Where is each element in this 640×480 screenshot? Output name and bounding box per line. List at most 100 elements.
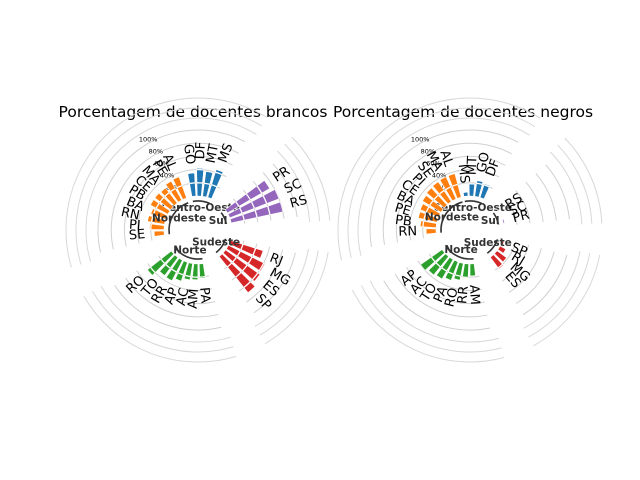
state-label: MS xyxy=(455,163,472,184)
outer-ring-arc xyxy=(369,280,500,343)
state-label: AM xyxy=(186,288,202,309)
state-label: GO xyxy=(180,143,197,165)
bar-pa xyxy=(198,263,206,279)
state-label: MT xyxy=(204,143,222,165)
grid-arc xyxy=(515,251,555,304)
state-label: BA xyxy=(124,194,146,215)
bar-separator xyxy=(164,192,170,197)
outer-ring-arc xyxy=(277,150,311,223)
bar-pb xyxy=(149,199,171,215)
bar-separator xyxy=(422,221,425,227)
bar-separator xyxy=(165,264,171,269)
outer-ring-arc xyxy=(564,137,603,224)
outer-ring-arc xyxy=(347,108,456,259)
bar-se xyxy=(153,230,165,237)
bar-separator xyxy=(441,267,447,272)
bar-am xyxy=(469,263,476,277)
state-label: SC xyxy=(507,199,529,220)
bar-separator xyxy=(149,266,156,274)
region-arc xyxy=(492,212,500,225)
bar-separator xyxy=(199,276,206,278)
grid-arc xyxy=(409,170,460,241)
outer-ring-arc xyxy=(523,251,581,329)
r-tick-label: 80% xyxy=(149,147,163,155)
bar-separator xyxy=(429,200,434,206)
r-tick-label: 100% xyxy=(411,135,430,143)
state-label: PB xyxy=(126,183,148,204)
grid-arc xyxy=(136,270,216,305)
grid-arc xyxy=(97,132,173,253)
grid-arc xyxy=(515,190,531,224)
grid xyxy=(65,97,331,363)
chart-title: Porcentagem de docentes brancos xyxy=(59,103,328,121)
outer-ring-arc xyxy=(533,254,601,347)
region-label: Centro-Oeste xyxy=(161,202,240,214)
bar-separator xyxy=(267,206,271,215)
bar-separator xyxy=(247,256,253,264)
grid-arc xyxy=(522,254,568,316)
outer-ring-arc xyxy=(259,250,319,336)
bar-separator xyxy=(252,248,257,256)
region-label: Norte xyxy=(173,244,206,256)
bar-separator xyxy=(256,185,263,194)
grid-arc xyxy=(182,169,227,178)
bar-separator xyxy=(452,183,458,187)
bar-mt xyxy=(468,183,475,197)
bar-ba xyxy=(419,203,441,218)
grid-arc xyxy=(179,155,233,166)
grid-arc xyxy=(395,157,457,243)
state-label: DF xyxy=(193,142,209,160)
grid-arc xyxy=(535,173,557,221)
bar-separator xyxy=(155,203,160,209)
outer-ring-arc xyxy=(357,118,457,256)
grid-arc xyxy=(525,181,544,222)
bar-go xyxy=(474,180,484,198)
state-label: PB xyxy=(394,213,413,230)
outer-ring-arc xyxy=(92,290,234,353)
bar-es xyxy=(222,249,261,282)
chart-brancos: Porcentagem de docentes brancos 20%40%60… xyxy=(59,97,331,363)
bar-separator xyxy=(240,244,244,250)
bar-separator xyxy=(435,262,441,268)
bar-separator xyxy=(439,190,445,195)
state-label: PA xyxy=(196,287,212,304)
state-label: SP xyxy=(509,240,530,260)
region-arc xyxy=(486,239,499,254)
state-label: PE xyxy=(393,201,413,220)
bar-separator xyxy=(483,184,490,188)
state-label: PI xyxy=(128,218,141,234)
bar-separator xyxy=(423,213,427,220)
grid-arc xyxy=(175,142,239,154)
bar-rr xyxy=(165,257,183,282)
bar-separator xyxy=(159,197,165,203)
outer-ring-arc xyxy=(264,252,329,345)
outer-ring-arc xyxy=(528,252,591,338)
bar-ms xyxy=(207,169,224,200)
bar-separator xyxy=(236,250,241,257)
state-label: AP xyxy=(162,286,182,307)
bar-separator xyxy=(250,201,255,209)
chart-negros: Porcentagem de docentes negros 20%40%60%… xyxy=(333,97,603,363)
region-arc xyxy=(215,238,227,254)
state-label: AM xyxy=(466,284,482,305)
bar-separator xyxy=(232,257,237,263)
outer-ring-arc xyxy=(351,289,505,363)
grid-arc xyxy=(231,243,258,281)
region-label: Norte xyxy=(444,244,477,256)
outer-ring-arc xyxy=(85,119,176,262)
r-tick-label: 40% xyxy=(160,171,174,179)
region-arc xyxy=(174,247,203,260)
region-arc xyxy=(220,212,228,225)
bar-separator xyxy=(433,194,439,200)
bar-separator xyxy=(242,264,248,272)
outer-ring-arc xyxy=(337,98,454,261)
bar-pe xyxy=(165,180,183,203)
bar-separator xyxy=(171,268,177,273)
bar-pi xyxy=(149,223,165,230)
state-label: PA xyxy=(431,284,451,305)
region-label: Centro-Oeste xyxy=(433,202,512,214)
region-label: Sudeste xyxy=(192,236,240,248)
grid-arc xyxy=(369,131,452,248)
bar-sc xyxy=(499,213,503,219)
